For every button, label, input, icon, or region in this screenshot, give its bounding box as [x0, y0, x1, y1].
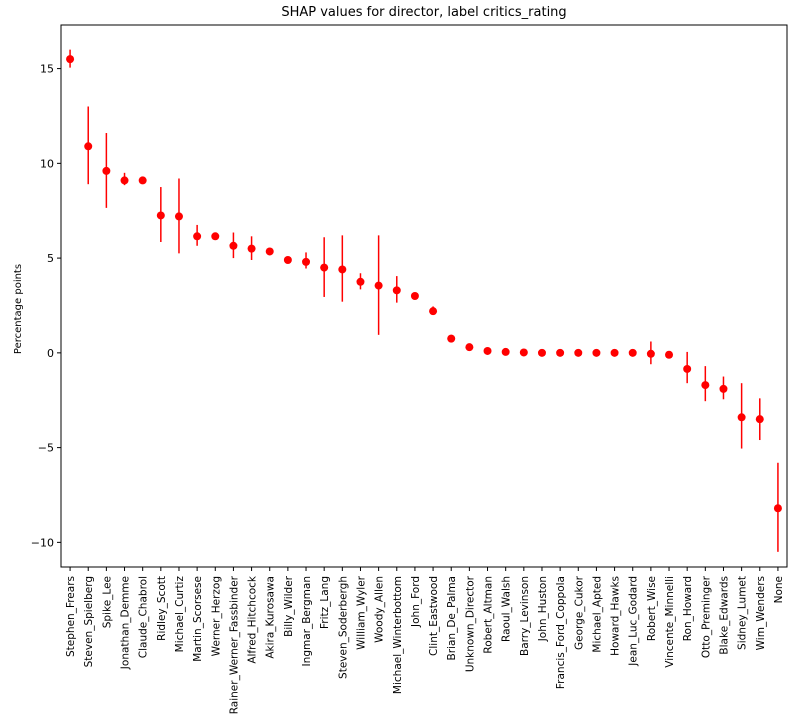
- data-point: [646, 349, 655, 358]
- x-tick-label: Claude_Chabrol: [138, 576, 150, 658]
- data-point: [102, 166, 111, 175]
- x-tick-label: Fritz_Lang: [319, 576, 331, 629]
- data-point: [447, 334, 456, 343]
- data-point: [683, 364, 692, 373]
- data-point: [701, 381, 710, 390]
- data-point: [138, 176, 147, 185]
- data-point: [156, 211, 165, 220]
- data-point: [283, 255, 292, 264]
- y-tick-label: 5: [47, 252, 54, 265]
- x-tick-label: Rainer_Werner_Fassbinder: [228, 575, 240, 714]
- y-axis-label: Percentage points: [13, 264, 24, 354]
- x-tick-label: Ingmar_Bergman: [301, 576, 313, 666]
- data-point: [338, 265, 347, 274]
- x-tick-label: Alfred_Hitchcock: [247, 575, 259, 664]
- data-point: [120, 176, 129, 185]
- y-tick-label: 10: [40, 157, 54, 170]
- data-point: [247, 244, 256, 253]
- data-point: [719, 384, 728, 393]
- data-point: [773, 504, 782, 513]
- x-tick-label: Martin_Scorsese: [192, 576, 204, 662]
- x-tick-label: Robert_Wise: [646, 576, 658, 641]
- data-point: [665, 350, 674, 359]
- x-tick-label: Robert_Altman: [483, 576, 495, 654]
- x-tick-label: Michael_Curtiz: [174, 576, 186, 653]
- data-point: [392, 286, 401, 295]
- y-tick-label: 0: [47, 347, 54, 360]
- x-tick-label: Stephen_Frears: [65, 576, 77, 657]
- plot-frame: [60, 24, 788, 568]
- x-tick-label: Steven_Soderbergh: [337, 576, 349, 679]
- x-tick-label: Michael_Apted: [591, 576, 603, 653]
- x-tick-label: Ridley_Scott: [156, 576, 168, 641]
- x-tick-label: Otto_Preminger: [700, 575, 712, 658]
- data-point: [193, 232, 202, 241]
- x-tick-label: Sidney_Lumet: [737, 576, 749, 650]
- x-tick-label: Howard_Hawks: [610, 576, 622, 656]
- data-point: [501, 347, 510, 356]
- y-tick-label: −5: [38, 442, 54, 455]
- x-tick-label: Ron_Howard: [682, 576, 694, 641]
- data-point: [556, 348, 565, 357]
- data-point: [356, 277, 365, 286]
- x-tick-label: Blake_Edwards: [719, 576, 731, 655]
- data-point: [374, 281, 383, 290]
- data-point: [755, 415, 764, 424]
- x-tick-label: Barry_Levinson: [519, 576, 531, 656]
- x-tick-label: Woody_Allen: [374, 576, 386, 643]
- x-tick-label: Unknown_Director: [464, 575, 476, 672]
- x-tick-label: George_Cukor: [573, 575, 585, 650]
- data-point: [410, 292, 419, 300]
- x-tick-label: William_Wyler: [356, 575, 368, 650]
- data-point: [229, 241, 238, 250]
- x-tick-label: Steven_Spielberg: [83, 576, 95, 667]
- data-point: [211, 232, 220, 241]
- data-point: [628, 348, 637, 357]
- data-point: [610, 348, 619, 357]
- x-tick-label: Billy_Wilder: [283, 575, 295, 637]
- data-point: [265, 247, 274, 256]
- data-point: [465, 343, 474, 352]
- x-tick-label: Vincente_Minnelli: [664, 576, 676, 668]
- data-point: [302, 257, 311, 266]
- x-tick-label: Raoul_Walsh: [501, 576, 513, 642]
- y-axis-ticks: 15 10 5 0 −5 −10: [31, 63, 61, 549]
- x-tick-label: Jean_Luc_Godard: [628, 576, 640, 667]
- data-point: [84, 142, 93, 151]
- data-point: [574, 348, 583, 357]
- data-point: [519, 348, 528, 357]
- x-axis-ticks: Stephen_Frears Steven_Spielberg Spike_Lee J…: [65, 567, 785, 714]
- x-tick-label: Spike_Lee: [101, 576, 113, 628]
- x-tick-label: Akira_Kurosawa: [265, 576, 277, 659]
- y-tick-label: 15: [40, 63, 54, 76]
- x-tick-label: Michael_Winterbottom: [392, 576, 404, 694]
- x-tick-label: John_Huston: [537, 576, 549, 642]
- x-tick-label: Werner_Herzog: [210, 576, 222, 656]
- data-point: [66, 55, 75, 64]
- data-point: [537, 348, 546, 357]
- data-point: [737, 413, 746, 422]
- x-tick-label: Francis_Ford_Coppola: [555, 576, 567, 689]
- x-tick-label: None: [773, 576, 785, 603]
- data-point: [592, 348, 601, 357]
- data-marks: [66, 49, 782, 552]
- chart-title: SHAP values for director, label critics_…: [281, 5, 566, 20]
- x-tick-label: Jonathan_Demme: [120, 576, 132, 670]
- data-point: [320, 263, 329, 272]
- x-tick-label: John_Ford: [410, 576, 422, 628]
- x-tick-label: Wim_Wenders: [755, 576, 767, 650]
- x-tick-label: Brian_De_Palma: [446, 576, 458, 660]
- x-tick-label: Clint_Eastwood: [428, 576, 440, 656]
- data-point: [174, 212, 183, 221]
- y-tick-label: −10: [31, 536, 54, 549]
- data-point: [483, 346, 492, 355]
- data-point: [429, 307, 438, 316]
